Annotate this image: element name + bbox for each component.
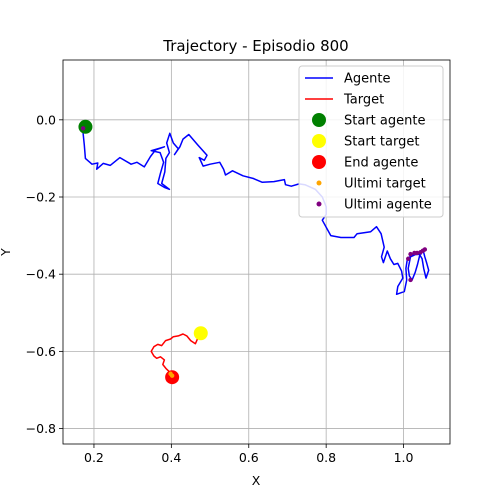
x-axis-label: X — [252, 473, 261, 488]
legend-label: Target — [343, 93, 384, 108]
recent-agent-point — [422, 247, 428, 252]
x-tick-label: 0.4 — [161, 450, 181, 465]
legend-dot-swatch — [316, 180, 322, 186]
y-tick-label: −0.2 — [26, 190, 56, 205]
legend-dot-swatch — [312, 134, 326, 148]
recent-agent-point — [406, 256, 411, 261]
recent-agent-point — [414, 250, 420, 256]
legend-dot-swatch — [312, 155, 326, 169]
x-tick-label: 1.0 — [394, 450, 414, 465]
recent-agent-point — [80, 126, 86, 131]
target-trajectory-line — [150, 332, 201, 379]
x-tick-label: 0.2 — [84, 450, 104, 465]
start-target-marker — [193, 326, 208, 341]
legend-label: Start target — [344, 135, 419, 150]
legend-label: Ultimi target — [344, 177, 426, 192]
y-tick-label: −0.4 — [26, 267, 56, 282]
legend-label: Start agente — [344, 114, 425, 129]
y-axis-label: Y — [0, 248, 13, 257]
plot-frame — [62, 59, 451, 445]
x-tick-label: 0.6 — [239, 450, 259, 465]
y-tick-label: −0.8 — [26, 421, 56, 436]
y-tick-label: −0.6 — [26, 344, 56, 359]
x-tick-label: 0.8 — [316, 450, 336, 465]
legend-dot-swatch — [316, 201, 322, 207]
legend-label: Ultimi agente — [344, 198, 432, 213]
recent-agent-point — [408, 251, 413, 257]
legend: Agente Target Start agente Start target End … — [298, 65, 444, 218]
recent-agent-point — [408, 277, 413, 283]
legend-label: Agente — [344, 72, 390, 87]
start-agent-marker — [78, 119, 93, 134]
y-tick-label: 0.0 — [36, 112, 56, 127]
axis-ticks: 0.2 0.4 0.6 0.8 1.0 0.0 −0.2 −0.4 −0.6 −0.8 — [26, 112, 414, 465]
legend-dot-swatch — [312, 113, 326, 127]
legend-box — [298, 65, 444, 218]
legend-label: End agente — [344, 156, 418, 171]
chart-title: Trajectory - Episodio 800 — [162, 37, 348, 55]
plot-area — [78, 119, 430, 385]
recent-target-point — [169, 373, 175, 378]
